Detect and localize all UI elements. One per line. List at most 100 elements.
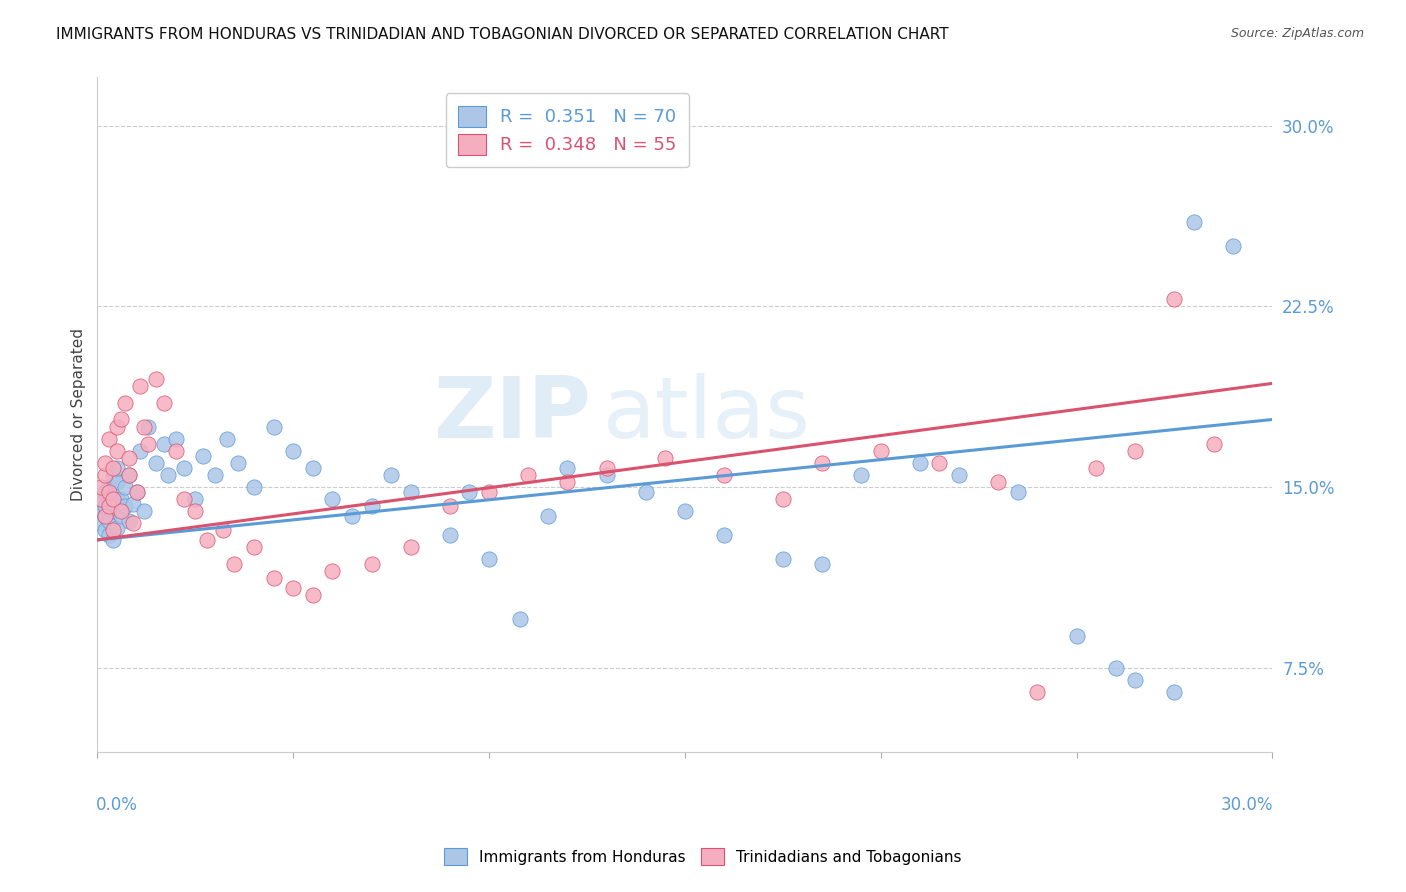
Point — [136, 436, 159, 450]
Point — [1163, 292, 1185, 306]
Point — [101, 533, 124, 547]
Point — [283, 581, 305, 595]
Point — [1085, 460, 1108, 475]
Point — [1202, 436, 1225, 450]
Point — [1105, 660, 1128, 674]
Point — [869, 443, 891, 458]
Point — [145, 456, 167, 470]
Point — [134, 504, 156, 518]
Point — [478, 484, 501, 499]
Legend: R =  0.351   N = 70, R =  0.348   N = 55: R = 0.351 N = 70, R = 0.348 N = 55 — [446, 93, 689, 168]
Point — [673, 504, 696, 518]
Point — [1066, 629, 1088, 643]
Point — [557, 475, 579, 489]
Point — [94, 467, 117, 482]
Point — [1222, 239, 1244, 253]
Point — [94, 508, 117, 523]
Point — [1123, 443, 1146, 458]
Point — [849, 467, 872, 482]
Point — [263, 419, 285, 434]
Point — [713, 467, 735, 482]
Point — [125, 484, 148, 499]
Point — [105, 460, 128, 475]
Point — [98, 432, 121, 446]
Point — [98, 528, 121, 542]
Point — [321, 564, 343, 578]
Point — [654, 450, 676, 465]
Point — [204, 467, 226, 482]
Point — [156, 467, 179, 482]
Point — [595, 467, 617, 482]
Point — [224, 557, 246, 571]
Point — [105, 419, 128, 434]
Point — [173, 460, 195, 475]
Point — [118, 450, 141, 465]
Point — [94, 524, 117, 538]
Point — [399, 484, 422, 499]
Point — [105, 443, 128, 458]
Point — [118, 467, 141, 482]
Point — [114, 480, 136, 494]
Point — [928, 456, 950, 470]
Point — [101, 524, 124, 538]
Text: atlas: atlas — [603, 373, 811, 456]
Point — [634, 484, 657, 499]
Text: 30.0%: 30.0% — [1220, 796, 1274, 814]
Point — [301, 588, 323, 602]
Point — [283, 443, 305, 458]
Point — [263, 572, 285, 586]
Point — [509, 612, 531, 626]
Point — [94, 456, 117, 470]
Point — [145, 371, 167, 385]
Point — [94, 508, 117, 523]
Point — [173, 491, 195, 506]
Point — [458, 484, 481, 499]
Point — [98, 514, 121, 528]
Point — [90, 491, 112, 506]
Point — [90, 480, 112, 494]
Text: IMMIGRANTS FROM HONDURAS VS TRINIDADIAN AND TOBAGONIAN DIVORCED OR SEPARATED COR: IMMIGRANTS FROM HONDURAS VS TRINIDADIAN … — [56, 27, 949, 42]
Point — [1182, 215, 1205, 229]
Point — [110, 504, 132, 518]
Point — [129, 443, 152, 458]
Point — [101, 491, 124, 506]
Point — [101, 460, 124, 475]
Point — [165, 432, 187, 446]
Point — [101, 504, 124, 518]
Point — [713, 528, 735, 542]
Point — [439, 500, 461, 514]
Point — [110, 491, 132, 506]
Point — [243, 480, 266, 494]
Point — [360, 557, 382, 571]
Point — [153, 395, 176, 409]
Point — [478, 552, 501, 566]
Point — [90, 516, 112, 530]
Point — [537, 508, 560, 523]
Point — [1163, 684, 1185, 698]
Point — [98, 500, 121, 514]
Point — [215, 432, 238, 446]
Point — [110, 412, 132, 426]
Point — [90, 491, 112, 506]
Point — [772, 552, 794, 566]
Point — [105, 475, 128, 489]
Point — [380, 467, 402, 482]
Point — [125, 484, 148, 499]
Point — [118, 467, 141, 482]
Point — [243, 540, 266, 554]
Point — [340, 508, 363, 523]
Point — [399, 540, 422, 554]
Point — [517, 467, 540, 482]
Point — [101, 467, 124, 482]
Text: ZIP: ZIP — [433, 373, 591, 456]
Point — [228, 456, 250, 470]
Point — [129, 378, 152, 392]
Point — [908, 456, 931, 470]
Point — [114, 395, 136, 409]
Point — [153, 436, 176, 450]
Point — [184, 504, 207, 518]
Point — [439, 528, 461, 542]
Point — [1026, 684, 1049, 698]
Point — [811, 557, 834, 571]
Point — [557, 460, 579, 475]
